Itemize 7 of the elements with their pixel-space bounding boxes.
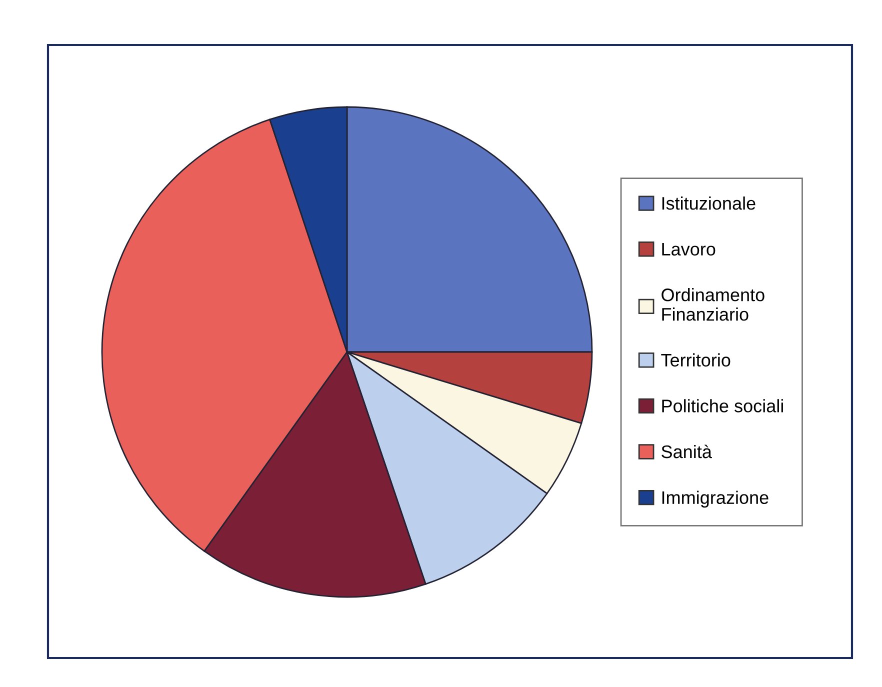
legend-label: Territorio — [661, 353, 730, 367]
legend-label: Immigrazione — [662, 490, 768, 508]
legend-label: Istituzionale — [662, 196, 756, 210]
legend-label: Lavoro — [662, 242, 716, 256]
legend-label: Ordinamento Finanziario — [662, 288, 764, 321]
legend-label: Sanità — [662, 444, 712, 458]
legend-label: Politiche sociali — [662, 399, 783, 412]
